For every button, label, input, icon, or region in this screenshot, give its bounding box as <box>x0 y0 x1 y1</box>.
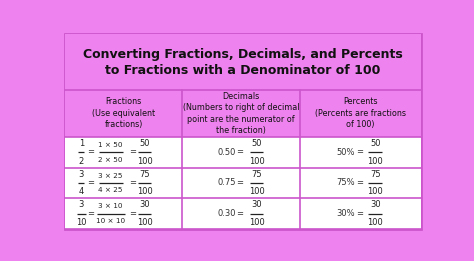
Text: 2 × 50: 2 × 50 <box>99 157 123 163</box>
Text: 30: 30 <box>251 200 262 209</box>
Text: 50: 50 <box>251 139 262 148</box>
FancyBboxPatch shape <box>182 198 300 229</box>
Text: 100: 100 <box>367 157 383 165</box>
Text: 100: 100 <box>249 157 264 165</box>
FancyBboxPatch shape <box>182 168 300 198</box>
Text: =: = <box>237 209 244 218</box>
Text: 0.50: 0.50 <box>217 148 236 157</box>
Text: 30: 30 <box>370 200 381 209</box>
FancyBboxPatch shape <box>65 90 421 137</box>
Text: 1 × 50: 1 × 50 <box>99 142 123 148</box>
Text: 30: 30 <box>139 200 150 209</box>
Text: =: = <box>129 209 136 218</box>
Text: =: = <box>129 148 136 157</box>
Text: Percents
(Percents are fractions
of 100): Percents (Percents are fractions of 100) <box>315 97 406 129</box>
Text: 100: 100 <box>137 187 152 196</box>
Text: 100: 100 <box>249 187 264 196</box>
Text: 10 × 10: 10 × 10 <box>96 218 125 224</box>
Text: =: = <box>87 179 94 187</box>
Text: Converting Fractions, Decimals, and Percents: Converting Fractions, Decimals, and Perc… <box>83 48 403 61</box>
Text: =: = <box>87 148 94 157</box>
Text: =: = <box>237 179 244 187</box>
Text: =: = <box>237 148 244 157</box>
Text: 2: 2 <box>79 157 84 165</box>
Text: =: = <box>356 148 363 157</box>
FancyBboxPatch shape <box>300 137 421 168</box>
Text: Decimals
(Numbers to right of decimal
point are the numerator of
the fraction): Decimals (Numbers to right of decimal po… <box>183 92 300 135</box>
Text: 4 × 25: 4 × 25 <box>99 187 123 193</box>
FancyBboxPatch shape <box>182 137 300 168</box>
Text: 30%: 30% <box>337 209 355 218</box>
Text: 75%: 75% <box>337 179 355 187</box>
Text: 100: 100 <box>367 218 383 227</box>
Text: 100: 100 <box>367 187 383 196</box>
Text: =: = <box>87 209 94 218</box>
FancyBboxPatch shape <box>65 34 421 90</box>
Text: 75: 75 <box>370 170 381 179</box>
Text: 0.75: 0.75 <box>217 179 236 187</box>
Text: =: = <box>129 179 136 187</box>
Text: 50: 50 <box>370 139 381 148</box>
Text: =: = <box>356 179 363 187</box>
FancyBboxPatch shape <box>300 198 421 229</box>
Text: 50: 50 <box>139 139 150 148</box>
Text: 0.30: 0.30 <box>217 209 236 218</box>
Text: 3: 3 <box>79 170 84 179</box>
Text: 75: 75 <box>139 170 150 179</box>
Text: 3 × 25: 3 × 25 <box>99 173 123 179</box>
Text: 100: 100 <box>137 218 152 227</box>
Text: 3: 3 <box>79 200 84 209</box>
FancyBboxPatch shape <box>65 137 182 168</box>
Text: 1: 1 <box>79 139 84 148</box>
Text: 75: 75 <box>251 170 262 179</box>
Text: 10: 10 <box>76 218 87 227</box>
Text: =: = <box>356 209 363 218</box>
Text: 3 × 10: 3 × 10 <box>99 203 123 209</box>
Text: 4: 4 <box>79 187 84 196</box>
Text: to Fractions with a Denominator of 100: to Fractions with a Denominator of 100 <box>105 64 381 77</box>
Text: 100: 100 <box>249 218 264 227</box>
Text: Fractions
(Use equivalent
fractions): Fractions (Use equivalent fractions) <box>92 97 155 129</box>
Text: 100: 100 <box>137 157 152 165</box>
FancyBboxPatch shape <box>65 34 421 229</box>
FancyBboxPatch shape <box>300 168 421 198</box>
FancyBboxPatch shape <box>65 168 182 198</box>
Text: 50%: 50% <box>337 148 355 157</box>
FancyBboxPatch shape <box>65 198 182 229</box>
